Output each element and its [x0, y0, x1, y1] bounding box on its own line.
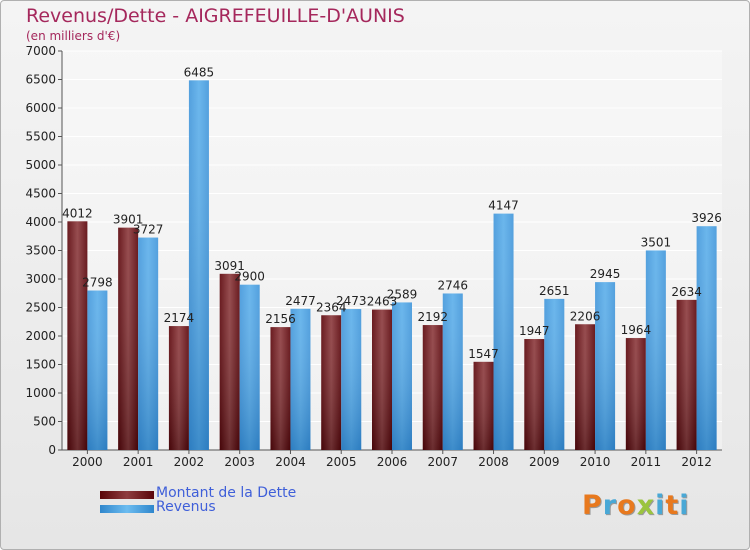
bar-dette-shade — [422, 325, 443, 450]
y-tick-label: 5500 — [25, 130, 56, 144]
logo-letter: o — [617, 490, 637, 521]
logo-letter: P — [582, 490, 603, 521]
y-tick-label: 1000 — [25, 386, 56, 400]
bar-revenus-shade — [392, 302, 412, 450]
legend-label-dette: Montant de la Dette — [156, 485, 297, 501]
chart-title: Revenus/Dette - AIGREFEUILLE-D'AUNIS — [26, 5, 405, 27]
data-label-dette: 2206 — [570, 309, 601, 323]
data-label-revenus: 2589 — [387, 287, 418, 301]
bar-revenus-shade — [645, 250, 666, 450]
legend-label-revenus: Revenus — [156, 499, 216, 515]
data-label-dette: 1547 — [468, 347, 499, 361]
proxiti-logo: Proxiti — [582, 490, 690, 521]
data-label-revenus: 2945 — [590, 267, 621, 281]
x-tick-label: 2000 — [72, 455, 103, 469]
chart-subtitle: (en milliers d'€) — [26, 29, 121, 43]
y-tick-label: 3000 — [25, 272, 56, 286]
bar-dette-shade — [372, 309, 392, 450]
data-label-revenus: 2651 — [539, 284, 570, 298]
data-label-dette: 1947 — [519, 324, 550, 338]
x-tick-label: 2003 — [224, 455, 255, 469]
bar-dette-shade — [524, 339, 545, 450]
bar-dette-shade — [67, 221, 88, 450]
bar-dette-shade — [219, 273, 240, 450]
bar-dette-shade — [625, 338, 646, 450]
y-tick-label: 500 — [33, 415, 56, 429]
x-tick-label: 2010 — [580, 455, 611, 469]
y-tick-label: 6000 — [25, 101, 56, 115]
bar-revenus-shade — [239, 284, 260, 450]
bar-dette-shade — [270, 327, 291, 450]
data-label-dette: 2174 — [164, 311, 195, 325]
legend-swatch-revenus — [100, 505, 154, 513]
bar-dette-shade — [168, 326, 189, 450]
bar-revenus-shade — [595, 282, 616, 450]
legend-swatch-dette — [100, 491, 154, 499]
x-tick-label: 2006 — [377, 455, 408, 469]
x-tick-label: 2001 — [123, 455, 154, 469]
data-label-dette: 1964 — [621, 323, 652, 337]
y-tick-label: 1500 — [25, 358, 56, 372]
data-label-dette: 2463 — [367, 295, 398, 309]
x-tick-label: 2009 — [529, 455, 560, 469]
bar-dette-shade — [321, 315, 342, 450]
data-label-dette: 2364 — [316, 300, 347, 314]
data-label-dette: 3901 — [113, 213, 144, 227]
data-label-revenus: 2473 — [336, 294, 367, 308]
data-label-dette: 2192 — [417, 310, 448, 324]
x-tick-label: 2007 — [427, 455, 458, 469]
data-label-revenus: 3926 — [691, 211, 722, 225]
y-tick-label: 2500 — [25, 301, 56, 315]
data-label-revenus: 6485 — [184, 65, 215, 79]
data-label-revenus: 3727 — [133, 223, 164, 237]
y-tick-label: 4500 — [25, 187, 56, 201]
data-label-revenus: 2746 — [437, 278, 468, 292]
x-tick-label: 2004 — [275, 455, 306, 469]
bar-dette-shade — [676, 299, 697, 450]
bar-revenus-shade — [544, 298, 565, 450]
data-label-dette: 2156 — [265, 312, 296, 326]
y-tick-label: 6500 — [25, 73, 56, 87]
bar-revenus-shade — [442, 293, 463, 450]
logo-letter: x — [636, 490, 656, 521]
bar-revenus-shade — [188, 80, 209, 450]
y-tick-label: 7000 — [25, 44, 56, 58]
data-label-revenus: 4147 — [488, 199, 519, 213]
bar-revenus-shade — [696, 226, 717, 450]
bar-revenus-shade — [493, 213, 514, 450]
x-tick-label: 2005 — [326, 455, 357, 469]
x-tick-label: 2002 — [174, 455, 205, 469]
bar-revenus-shade — [290, 308, 311, 450]
bar-revenus-shade — [138, 237, 159, 450]
y-tick-label: 3500 — [25, 244, 56, 258]
logo-letter: r — [602, 490, 618, 521]
data-label-dette: 4012 — [62, 206, 93, 220]
data-label-revenus: 2477 — [285, 294, 316, 308]
y-tick-label: 0 — [48, 443, 56, 457]
logo-letter: t — [665, 490, 680, 521]
data-label-revenus: 3501 — [641, 235, 672, 249]
bar-dette-shade — [118, 227, 139, 450]
bar-revenus-shade — [341, 309, 362, 450]
data-label-revenus: 2900 — [234, 270, 265, 284]
x-tick-label: 2012 — [681, 455, 712, 469]
bar-dette-shade — [575, 324, 596, 450]
y-tick-label: 4000 — [25, 215, 56, 229]
bar-dette-shade — [473, 361, 494, 450]
x-tick-label: 2011 — [631, 455, 662, 469]
logo-letter: i — [655, 490, 666, 521]
x-tick-label: 2008 — [478, 455, 509, 469]
data-label-dette: 3091 — [214, 259, 245, 273]
bar-revenus-shade — [87, 290, 108, 450]
data-label-revenus: 2798 — [82, 276, 113, 290]
y-tick-label: 2000 — [25, 329, 56, 343]
y-tick-label: 5000 — [25, 158, 56, 172]
data-label-dette: 2634 — [671, 285, 702, 299]
logo-letter: i — [679, 490, 690, 521]
